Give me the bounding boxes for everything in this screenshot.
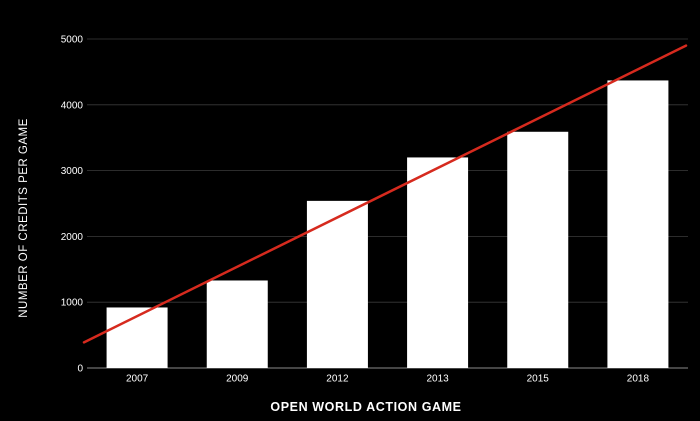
x-tick-label: 2018 xyxy=(627,374,650,385)
trendline xyxy=(82,44,688,344)
y-tick-label: 5000 xyxy=(61,35,84,46)
bar-2012 xyxy=(306,200,368,368)
y-tick-label: 2000 xyxy=(61,232,84,243)
y-axis-title: NUMBER OF CREDITS PER GAME xyxy=(18,118,30,318)
y-axis-ticks: 0 1000 2000 3000 4000 5000 xyxy=(61,35,84,375)
x-tick-label: 2007 xyxy=(126,374,149,385)
x-tick-label: 2012 xyxy=(326,374,349,385)
bar-2009 xyxy=(206,280,268,368)
y-tick-label: 0 xyxy=(77,364,83,375)
x-tick-label: 2015 xyxy=(527,374,550,385)
gridlines xyxy=(87,38,688,369)
bars xyxy=(106,80,669,368)
trendline-group xyxy=(82,44,688,344)
y-tick-label: 4000 xyxy=(61,100,84,111)
x-axis-ticks: 2007 2009 2012 2013 2015 2018 xyxy=(126,374,650,385)
y-tick-label: 1000 xyxy=(61,298,84,309)
bar-2018 xyxy=(607,80,669,368)
x-tick-label: 2013 xyxy=(426,374,449,385)
bar-2015 xyxy=(507,131,569,368)
x-axis-title: OPEN WORLD ACTION GAME xyxy=(270,400,461,414)
bar-2013 xyxy=(407,157,469,368)
y-tick-label: 3000 xyxy=(61,166,84,177)
x-tick-label: 2009 xyxy=(226,374,249,385)
